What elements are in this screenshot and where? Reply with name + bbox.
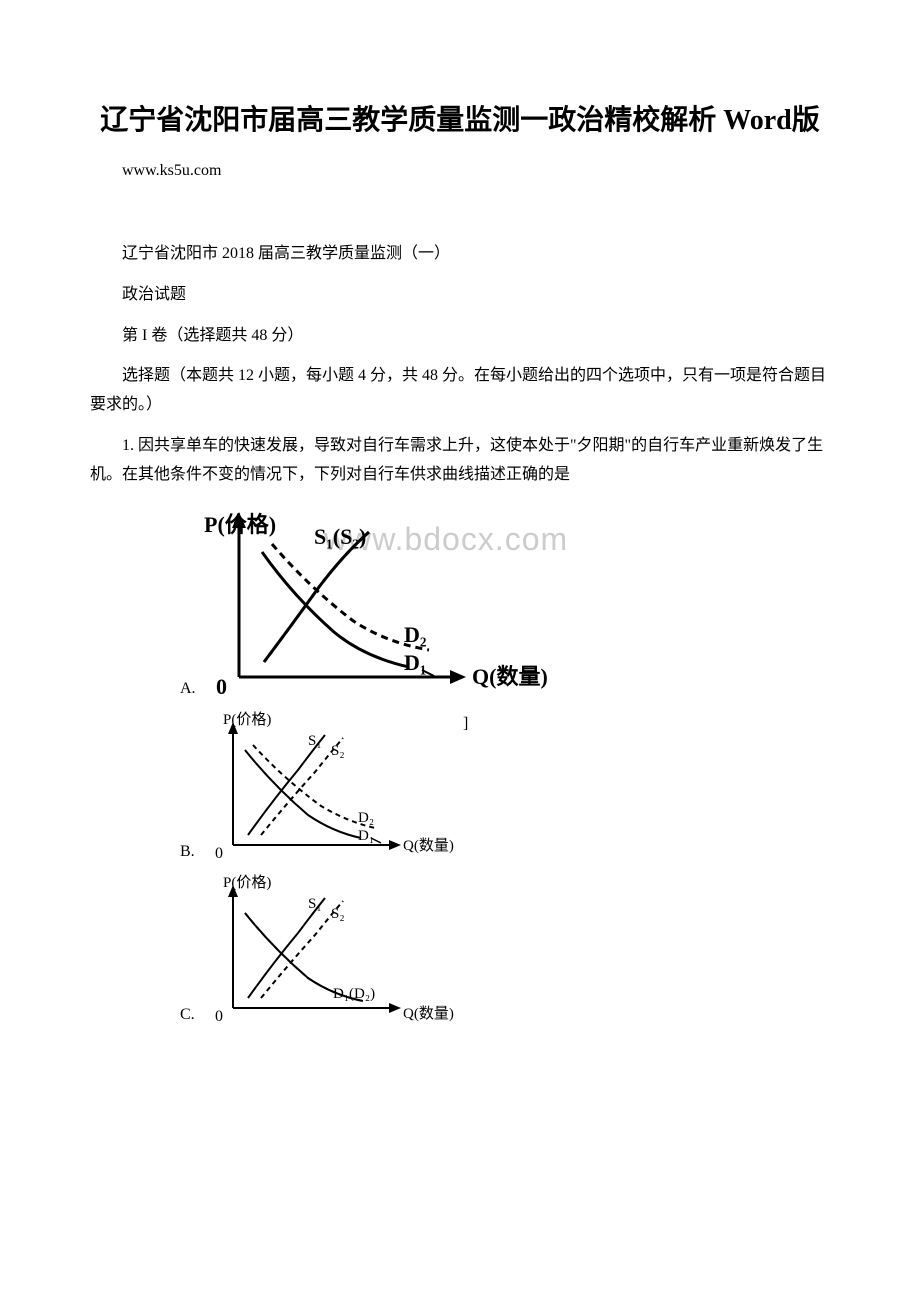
svg-text:0: 0	[216, 674, 227, 699]
svg-text:]: ]	[463, 715, 468, 732]
instructions: 选择题（本题共 12 小题，每小题 4 分，共 48 分。在每小题给出的四个选项…	[90, 362, 830, 420]
svg-text:S₁: S₁	[308, 896, 322, 912]
svg-text:0: 0	[215, 1008, 223, 1025]
option-c-letter: C.	[180, 1006, 195, 1024]
svg-text:0: 0	[215, 845, 223, 862]
svg-text:S₁(S₂): S₁(S₂)	[314, 524, 366, 549]
svg-text:P(价格): P(价格)	[223, 711, 271, 728]
exam-name: 辽宁省沈阳市 2018 届高三教学质量监测（一）	[90, 240, 830, 269]
svg-text:D₁(D₂): D₁(D₂)	[333, 986, 375, 1002]
svg-text:P(价格): P(价格)	[204, 512, 276, 537]
svg-text:D₁: D₁	[358, 828, 374, 844]
svg-text:S₂: S₂	[331, 743, 345, 759]
chart-option-c-container: C. P(价格) Q(数量) 0 S₁ S₂ D₁(D₂)	[180, 873, 830, 1028]
question-1: 1. 因共享单车的快速发展，导致对自行车需求上升，这使本处于"夕阳期"的自行车产…	[90, 432, 830, 490]
option-a-letter: A.	[180, 680, 196, 698]
svg-text:S₂: S₂	[331, 906, 345, 922]
chart-c-svg: P(价格) Q(数量) 0 S₁ S₂ D₁(D₂)	[203, 873, 483, 1028]
document-title: 辽宁省沈阳市届高三教学质量监测一政治精校解析 Word版	[90, 100, 830, 142]
svg-text:Q(数量): Q(数量)	[472, 664, 548, 689]
source-url: www.ks5u.com	[90, 162, 830, 180]
svg-text:P(价格): P(价格)	[223, 874, 271, 891]
option-b-letter: B.	[180, 843, 195, 861]
chart-b-svg: P(价格) Q(数量) 0 ] S₁ S₂ D₂ D₁	[203, 710, 483, 865]
chart-option-b-container: B. P(价格) Q(数量) 0 ] S₁ S₂ D₂ D₁	[180, 710, 830, 865]
chart-option-a-container: A. www.bdocx.com P(价格) Q(数量) 0 S₁(S₂) D₂…	[180, 502, 830, 702]
section-header: 第 I 卷（选择题共 48 分）	[90, 322, 830, 351]
svg-text:Q(数量): Q(数量)	[403, 1005, 454, 1022]
svg-text:Q(数量): Q(数量)	[403, 837, 454, 854]
chart-a-svg: www.bdocx.com P(价格) Q(数量) 0 S₁(S₂) D₂ D₁	[204, 502, 624, 702]
svg-text:D₂: D₂	[358, 810, 374, 826]
subject: 政治试题	[90, 281, 830, 310]
svg-text:D₂: D₂	[404, 622, 427, 647]
svg-text:S₁: S₁	[308, 733, 322, 749]
